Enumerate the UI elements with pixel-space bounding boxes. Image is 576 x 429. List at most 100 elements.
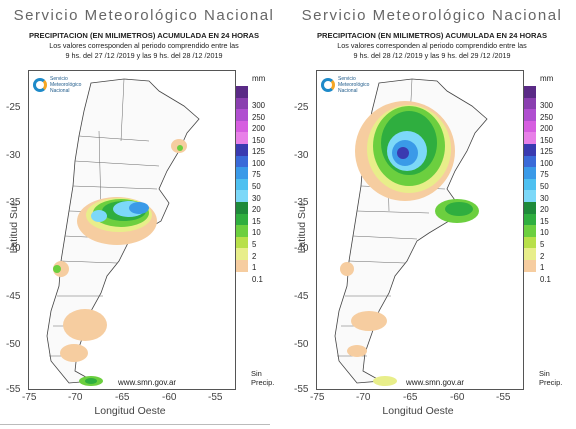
legend-label: 20 [252, 205, 261, 214]
x-tick: -70 [68, 392, 83, 403]
y-tick: -35 [294, 197, 309, 208]
x-tick: -60 [162, 392, 177, 403]
y-tick: -45 [294, 291, 309, 302]
legend-swatch [236, 213, 248, 226]
legend-swatch [524, 97, 536, 110]
legend-swatch [236, 143, 248, 156]
legend-swatch [236, 167, 248, 179]
source-url: www.smn.gov.ar [406, 378, 465, 387]
y-tick: -35 [6, 197, 21, 208]
legend-label: 5 [540, 240, 545, 249]
x-tick: -75 [22, 392, 37, 403]
color-legend [236, 86, 248, 284]
period-note: Los valores corresponden al periodo comp… [49, 41, 239, 50]
legend-swatch [236, 120, 248, 133]
no-precip-label: Sin Precip. [251, 369, 275, 387]
legend-swatch [524, 143, 536, 156]
y-tick: -55 [294, 384, 309, 395]
legend-swatch [524, 167, 536, 179]
legend-swatch [236, 190, 248, 202]
map-subtitle: PRECIPITACION (EN MILIMETROS) ACUMULADA … [28, 31, 260, 40]
legend-swatch [236, 259, 248, 272]
legend-swatch [524, 190, 536, 202]
y-tick: -40 [6, 243, 21, 254]
legend-label: 30 [252, 194, 261, 203]
precipitation-map [28, 70, 236, 390]
legend-unit: mm [252, 74, 266, 83]
legend-swatch [236, 178, 248, 191]
smn-logo-text: Servicio Meteorológico Nacional [338, 76, 370, 94]
legend-swatch [524, 178, 536, 191]
legend-label: 125 [252, 147, 266, 156]
legend-label: 50 [540, 182, 549, 191]
smn-logo-text: Servicio Meteorológico Nacional [50, 76, 82, 94]
map-panel-right: Servicio Meteorológico Nacional PRECIPIT… [288, 0, 576, 429]
legend-label: 75 [252, 170, 261, 179]
legend-swatch [524, 248, 536, 260]
legend-label: 5 [252, 240, 257, 249]
legend-unit: mm [540, 74, 554, 83]
legend-label: 2 [540, 252, 545, 261]
legend-swatch [236, 109, 248, 121]
smn-logo-icon [33, 78, 47, 92]
legend-label: 10 [252, 228, 261, 237]
legend-swatch [524, 259, 536, 272]
legend-swatch [524, 213, 536, 226]
map-panel-left: Servicio Meteorológico Nacional PRECIPIT… [0, 7, 275, 425]
legend-swatch [524, 225, 536, 237]
legend-label: 200 [540, 124, 554, 133]
y-tick: -45 [6, 291, 21, 302]
period-dates: 9 hs. del 27 /12 /2019 y las 9 hs. del 2… [65, 51, 223, 60]
legend-label: 300 [540, 101, 554, 110]
legend-swatch [524, 109, 536, 121]
smn-logo-icon [321, 78, 335, 92]
legend-label: 300 [252, 101, 266, 110]
legend-label: 50 [252, 182, 261, 191]
x-tick: -60 [450, 392, 465, 403]
legend-swatch [524, 155, 536, 168]
x-tick: -55 [208, 392, 223, 403]
source-url: www.smn.gov.ar [118, 378, 177, 387]
legend-swatch [236, 132, 248, 144]
legend-swatch [524, 120, 536, 133]
legend-label: 100 [540, 159, 554, 168]
y-axis-title: Latitud Sur [8, 202, 20, 254]
legend-label: 20 [540, 205, 549, 214]
legend-swatch [236, 86, 248, 98]
map-subtitle: PRECIPITACION (EN MILIMETROS) ACUMULADA … [316, 31, 548, 40]
period-dates: 9 hs. del 28 /12 /2019 y las 9 hs. del 2… [353, 51, 511, 60]
x-tick: -65 [115, 392, 130, 403]
legend-swatch [236, 201, 248, 214]
no-precip-label: Sin Precip. [539, 369, 563, 387]
x-axis-title: Longitud Oeste [382, 405, 454, 417]
legend-label: 250 [252, 113, 266, 122]
legend-swatch [524, 236, 536, 249]
y-axis-title: Latitud Sur [296, 202, 308, 254]
legend-label: 150 [540, 136, 554, 145]
legend-swatch [236, 248, 248, 260]
period-note: Los valores corresponden al periodo comp… [337, 41, 527, 50]
color-legend [524, 86, 536, 284]
legend-label: 30 [540, 194, 549, 203]
legend-label: 1 [252, 263, 257, 272]
x-tick: -70 [356, 392, 371, 403]
y-tick: -25 [6, 102, 21, 113]
precipitation-map [316, 70, 524, 390]
legend-swatch [236, 236, 248, 249]
x-axis-title: Longitud Oeste [94, 405, 166, 417]
legend-label: 15 [252, 217, 261, 226]
y-tick: -50 [6, 339, 21, 350]
x-tick: -75 [310, 392, 325, 403]
legend-label: 125 [540, 147, 554, 156]
legend-label: 1 [540, 263, 545, 272]
legend-label: 75 [540, 170, 549, 179]
agency-title: Servicio Meteorológico Nacional [301, 7, 563, 24]
legend-label: 0.1 [252, 275, 263, 284]
x-tick: -65 [403, 392, 418, 403]
y-tick: -50 [294, 339, 309, 350]
legend-label: 0.1 [540, 275, 551, 284]
y-tick: -30 [6, 150, 21, 161]
y-tick: -30 [294, 150, 309, 161]
agency-title: Servicio Meteorológico Nacional [13, 7, 275, 24]
legend-label: 150 [252, 136, 266, 145]
